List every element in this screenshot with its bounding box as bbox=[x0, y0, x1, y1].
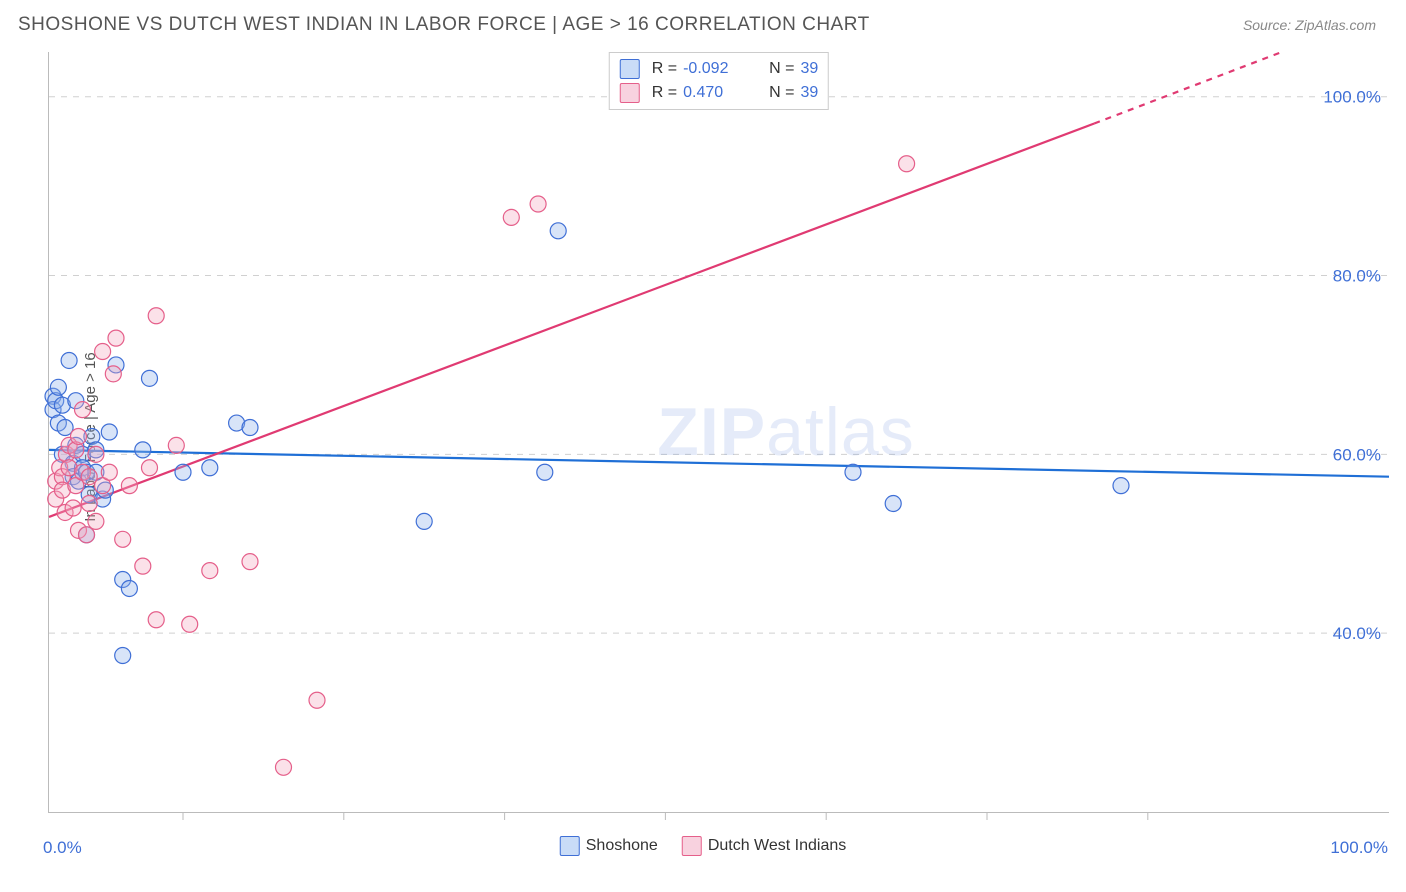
n-value: 39 bbox=[800, 81, 818, 105]
legend-item: Dutch West Indians bbox=[682, 836, 846, 856]
source-attribution: Source: ZipAtlas.com bbox=[1243, 17, 1376, 33]
x-max-label: 100.0% bbox=[1330, 838, 1388, 858]
legend-row: R = -0.092 N = 39 bbox=[620, 57, 818, 81]
r-value: -0.092 bbox=[683, 57, 753, 81]
svg-text:100.0%: 100.0% bbox=[1323, 88, 1381, 107]
legend-label: Shoshone bbox=[586, 837, 658, 855]
chart-area: In Labor Force | Age > 16 40.0%60.0%80.0… bbox=[0, 42, 1406, 832]
r-value: 0.470 bbox=[683, 81, 753, 105]
n-label: N = bbox=[769, 57, 794, 81]
r-label: R = bbox=[652, 81, 677, 105]
legend-row: R = 0.470 N = 39 bbox=[620, 81, 818, 105]
correlation-legend: R = -0.092 N = 39 R = 0.470 N = 39 bbox=[609, 52, 829, 110]
swatch-icon bbox=[620, 59, 640, 79]
legend-label: Dutch West Indians bbox=[708, 837, 846, 855]
scatter-svg: 40.0% 60.0% 80.0% 100.0% bbox=[49, 52, 1389, 812]
svg-text:80.0%: 80.0% bbox=[1333, 267, 1381, 286]
series-legend: Shoshone Dutch West Indians bbox=[560, 836, 847, 856]
legend-item: Shoshone bbox=[560, 836, 658, 856]
chart-header: SHOSHONE VS DUTCH WEST INDIAN IN LABOR F… bbox=[0, 0, 1406, 42]
r-label: R = bbox=[652, 57, 677, 81]
n-label: N = bbox=[769, 81, 794, 105]
svg-text:40.0%: 40.0% bbox=[1333, 624, 1381, 643]
x-axis-area: 0.0% Shoshone Dutch West Indians 100.0% bbox=[0, 832, 1406, 872]
n-value: 39 bbox=[800, 57, 818, 81]
swatch-icon bbox=[560, 836, 580, 856]
swatch-icon bbox=[682, 836, 702, 856]
svg-text:60.0%: 60.0% bbox=[1333, 445, 1381, 464]
swatch-icon bbox=[620, 83, 640, 103]
chart-title: SHOSHONE VS DUTCH WEST INDIAN IN LABOR F… bbox=[18, 14, 870, 36]
x-min-label: 0.0% bbox=[43, 838, 82, 858]
plot-region: 40.0% 60.0% 80.0% 100.0% R = -0.092 N = 39 … bbox=[48, 52, 1389, 813]
